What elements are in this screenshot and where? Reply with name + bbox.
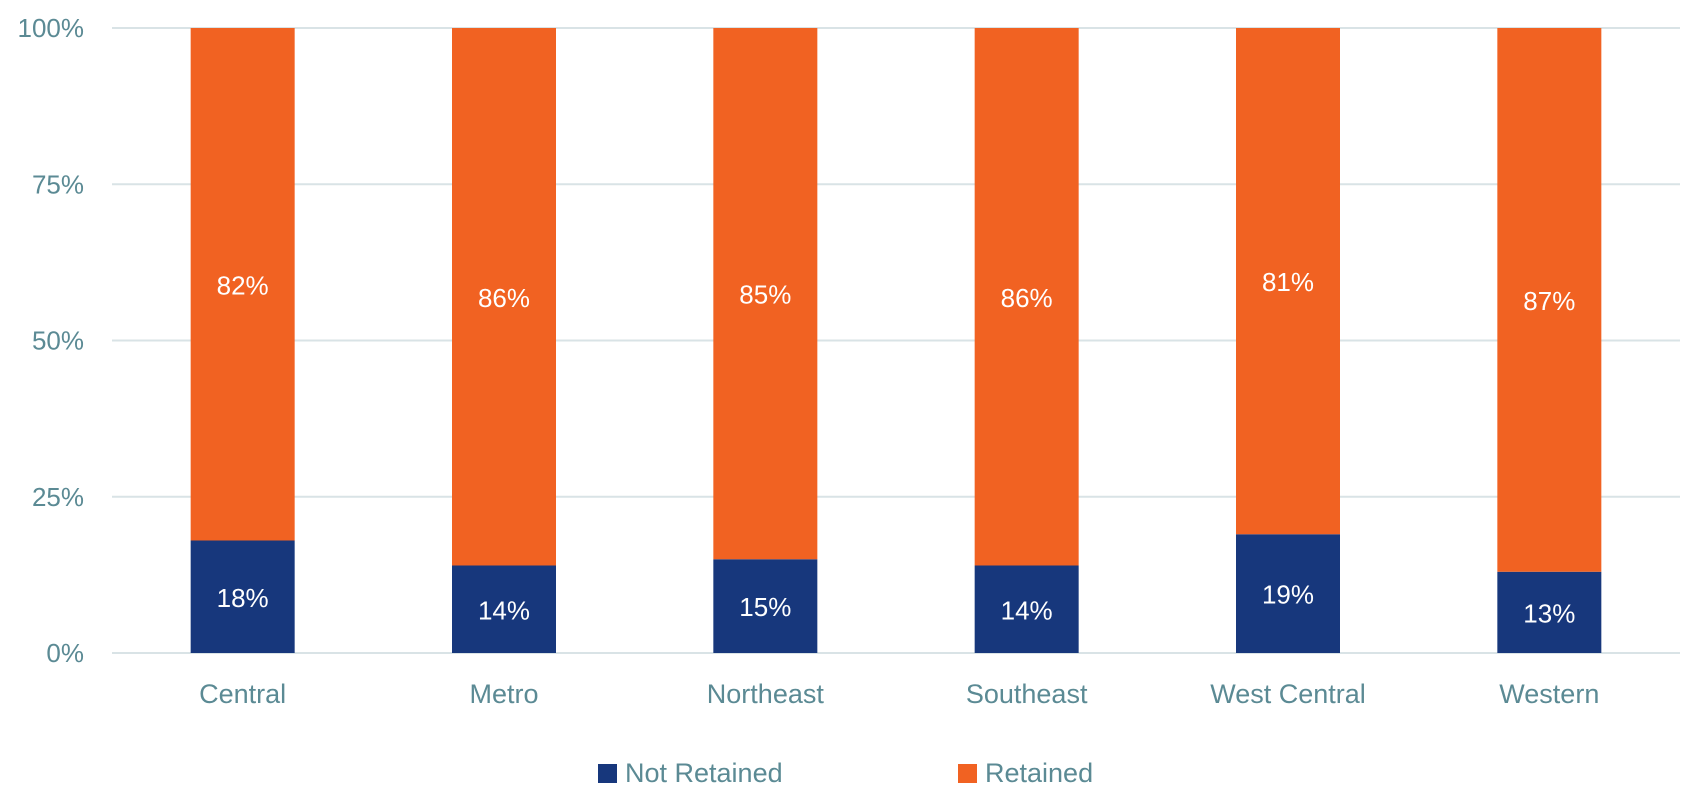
bar-retained-west-central [1236,28,1340,535]
bar-not-retained-southeast [974,565,1079,653]
legend-label: Retained [985,758,1093,788]
bar-not-retained-metro [452,565,556,653]
x-category-label: Western [1499,679,1599,709]
bar-retained-northeast [713,28,818,560]
data-label: 86% [478,283,530,313]
data-label: 82% [217,270,269,300]
data-label: 86% [1001,283,1053,313]
data-label: 18% [217,583,269,613]
x-category-label: Central [199,679,286,709]
data-label: 13% [1523,598,1575,628]
bars: 18% 82% 14% 86% 15% 85% 14% 86% 19% 81% 13% 87% [190,28,1602,653]
gridlines [112,27,1680,654]
bar-retained-southeast [974,28,1079,566]
data-label: 15% [739,592,791,622]
data-label: 14% [1001,595,1053,625]
x-category-label: Southeast [966,679,1088,709]
legend: Not Retained Retained [598,758,1093,788]
bar-retained-western [1497,28,1602,572]
legend-swatch-retained [958,764,977,783]
x-category-label: Metro [469,679,538,709]
bar-not-retained-western [1497,571,1602,653]
x-category-label: West Central [1210,679,1366,709]
bar-not-retained-central [190,540,295,653]
legend-label: Not Retained [625,758,783,788]
y-tick-label: 100% [18,13,85,43]
x-axis: Central Metro Northeast Southeast West Centr… [199,679,1599,709]
y-tick-label: 50% [32,326,84,356]
bar-retained-metro [452,28,556,566]
data-label: 19% [1262,580,1314,610]
x-category-label: Northeast [707,679,825,709]
y-axis: 0% 25% 50% 75% 100% [18,13,85,668]
data-label: 14% [478,595,530,625]
y-tick-label: 75% [32,169,84,199]
data-label: 81% [1262,267,1314,297]
bar-not-retained-northeast [713,559,818,653]
y-tick-label: 25% [32,482,84,512]
y-tick-label: 0% [46,638,84,668]
data-label: 87% [1523,286,1575,316]
bar-retained-central [190,28,295,541]
legend-swatch-not-retained [598,764,617,783]
data-label: 85% [739,280,791,310]
bar-not-retained-west-central [1236,534,1340,653]
